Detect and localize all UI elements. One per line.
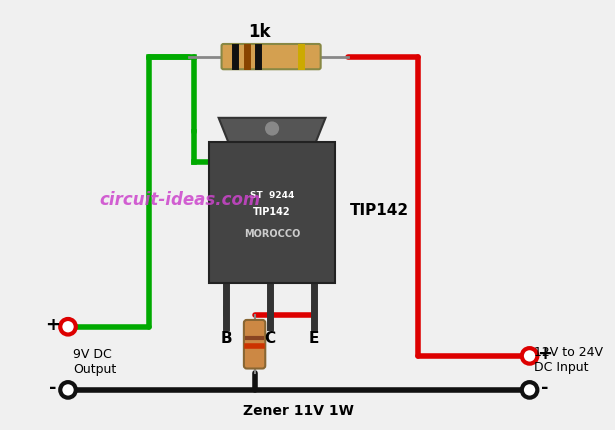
Text: -: - (49, 379, 56, 397)
Circle shape (522, 348, 538, 364)
Text: Zener 11V 1W: Zener 11V 1W (244, 404, 354, 418)
Text: E: E (309, 331, 319, 346)
Text: 12V to 24V
DC Input: 12V to 24V DC Input (534, 346, 603, 374)
Polygon shape (218, 118, 325, 142)
FancyBboxPatch shape (221, 44, 320, 69)
Circle shape (60, 319, 76, 335)
Text: +: + (538, 345, 553, 363)
Circle shape (60, 382, 76, 398)
Text: +: + (45, 316, 60, 334)
Bar (209, 142, 335, 283)
FancyBboxPatch shape (244, 320, 265, 369)
Text: 9V DC
Output: 9V DC Output (73, 348, 116, 376)
Text: TIP142: TIP142 (253, 207, 291, 217)
Text: TIP142: TIP142 (349, 203, 408, 218)
Text: 1k: 1k (248, 23, 270, 41)
Circle shape (522, 382, 538, 398)
Text: C: C (264, 331, 276, 346)
Text: ST  9244: ST 9244 (250, 191, 294, 200)
Text: B: B (221, 331, 232, 346)
Text: circuit-ideas.com: circuit-ideas.com (99, 191, 260, 209)
Text: -: - (541, 379, 549, 397)
Text: MOROCCO: MOROCCO (244, 230, 300, 240)
Circle shape (264, 121, 280, 136)
